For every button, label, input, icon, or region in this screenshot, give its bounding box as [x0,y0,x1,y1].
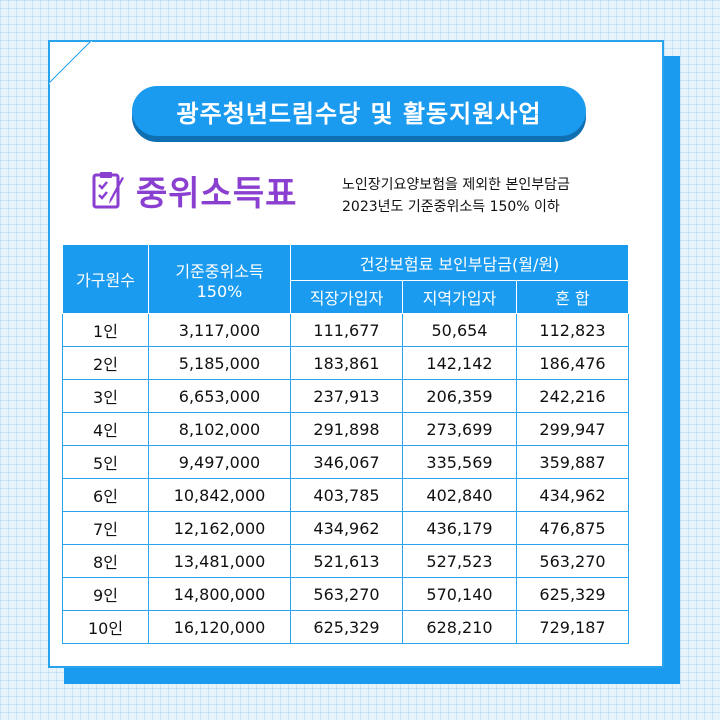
cell-household: 4인 [62,412,149,446]
cell-household: 10인 [62,610,149,644]
cell-employee: 291,898 [290,412,403,446]
header-insurance: 건강보험료 보인부담금(월/원) [289,244,630,281]
table-row: 10인 16,120,000 625,329 628,210 729,187 [62,610,630,644]
cell-regional: 570,140 [402,577,517,611]
cell-employee: 237,913 [290,379,403,413]
cell-regional: 436,179 [402,511,517,545]
cell-mixed: 359,887 [515,445,630,479]
cell-regional: 527,523 [402,544,517,578]
header-household: 가구원수 [62,244,149,314]
table-row: 3인 6,653,000 237,913 206,359 242,216 [62,379,630,413]
cell-household: 5인 [62,445,149,479]
cell-regional: 142,142 [402,346,517,380]
cell-household: 1인 [62,313,149,347]
section-title: 중위소득표 [136,174,298,214]
table-row: 5인 9,497,000 346,067 335,569 359,887 [62,445,630,479]
page-title: 광주청년드림수당 및 활동지원사업 [132,86,586,136]
cell-income: 13,481,000 [148,544,291,578]
cell-employee: 625,329 [290,610,403,644]
cell-household: 9인 [62,577,149,611]
cell-household: 7인 [62,511,149,545]
page-fold [48,40,92,84]
table-row: 9인 14,800,000 563,270 570,140 625,329 [62,577,630,611]
cell-income: 12,162,000 [148,511,291,545]
cell-mixed: 242,216 [515,379,630,413]
header-employee: 직장가입자 [290,280,403,314]
cell-household: 6인 [62,478,149,512]
cell-mixed: 729,187 [515,610,630,644]
cell-income: 14,800,000 [148,577,291,611]
cell-household: 2인 [62,346,149,380]
cell-employee: 183,861 [290,346,403,380]
cell-regional: 402,840 [402,478,517,512]
cell-income: 8,102,000 [148,412,291,446]
cell-regional: 335,569 [402,445,517,479]
table-row: 4인 8,102,000 291,898 273,699 299,947 [62,412,630,446]
cell-income: 6,653,000 [148,379,291,413]
cell-mixed: 563,270 [515,544,630,578]
note-line-1: 노인장기요양보험을 제외한 본인부담금 [342,177,570,193]
cell-employee: 346,067 [290,445,403,479]
note-text: 노인장기요양보험을 제외한 본인부담금 2023년도 기준중위소득 150% 이… [342,174,570,218]
cell-mixed: 476,875 [515,511,630,545]
checklist-pencil-icon [92,172,124,209]
cell-employee: 111,677 [290,313,403,347]
cell-regional: 206,359 [402,379,517,413]
header-income: 기준중위소득 150% [148,244,291,314]
cell-income: 9,497,000 [148,445,291,479]
cell-employee: 563,270 [290,577,403,611]
cell-regional: 273,699 [402,412,517,446]
table-row: 8인 13,481,000 521,613 527,523 563,270 [62,544,630,578]
header-income-pct: 150% [196,281,243,301]
cell-income: 5,185,000 [148,346,291,380]
cell-income: 3,117,000 [148,313,291,347]
header-mixed: 혼 합 [515,280,630,314]
cell-mixed: 112,823 [515,313,630,347]
table-row: 7인 12,162,000 434,962 436,179 476,875 [62,511,630,545]
cell-mixed: 625,329 [515,577,630,611]
cell-employee: 434,962 [290,511,403,545]
cell-household: 3인 [62,379,149,413]
cell-household: 8인 [62,544,149,578]
table-row: 6인 10,842,000 403,785 402,840 434,962 [62,478,630,512]
cell-income: 16,120,000 [148,610,291,644]
header-regional: 지역가입자 [402,280,517,314]
note-line-2: 2023년도 기준중위소득 150% 이하 [342,199,560,215]
cell-regional: 628,210 [402,610,517,644]
table-row: 2인 5,185,000 183,861 142,142 186,476 [62,346,630,380]
cell-income: 10,842,000 [148,478,291,512]
cell-mixed: 299,947 [515,412,630,446]
cell-employee: 403,785 [290,478,403,512]
cell-employee: 521,613 [290,544,403,578]
cell-mixed: 186,476 [515,346,630,380]
cell-mixed: 434,962 [515,478,630,512]
table-row: 1인 3,117,000 111,677 50,654 112,823 [62,313,630,347]
cell-regional: 50,654 [402,313,517,347]
income-table: 가구원수 기준중위소득 150% 건강보험료 보인부담금(월/원) 직장가입자 … [62,244,630,644]
header-income-label: 기준중위소득 [175,261,264,281]
